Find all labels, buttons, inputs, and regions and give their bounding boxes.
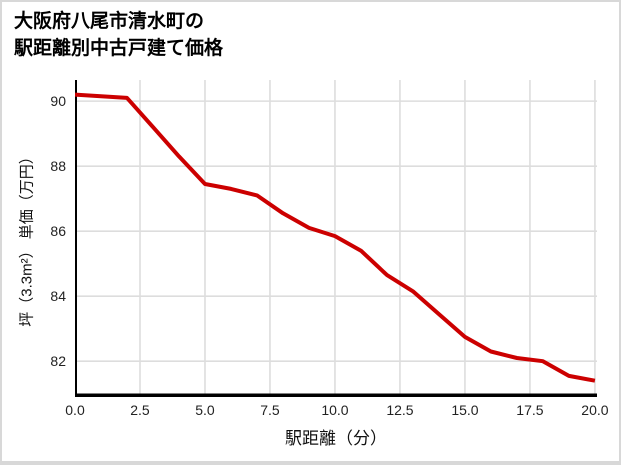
x-tick-label-10.0: 10.0 (321, 402, 349, 418)
x-tick-label-7.5: 7.5 (260, 402, 280, 418)
plot-area (75, 80, 597, 397)
y-tick-label-88: 88 (50, 158, 66, 175)
x-tick-label-15.0: 15.0 (451, 402, 479, 418)
x-tick-label-12.5: 12.5 (386, 402, 414, 418)
x-tick-label-5.0: 5.0 (195, 402, 215, 418)
x-tick-label-17.5: 17.5 (516, 402, 544, 418)
x-tick-label-0.0: 0.0 (65, 402, 85, 418)
y-tick-label-82: 82 (50, 353, 66, 370)
chart-title-line-1: 大阪府八尾市清水町の (14, 11, 205, 32)
y-tick-label-90: 90 (50, 93, 66, 110)
chart-title: 大阪府八尾市清水町の 駅距離別中古戸建て価格 (14, 8, 223, 62)
y-tick-label-86: 86 (50, 223, 66, 240)
x-tick-label-2.5: 2.5 (130, 402, 150, 418)
x-tick-label-20.0: 20.0 (581, 402, 609, 418)
y-tick-label-84: 84 (50, 288, 66, 305)
x-axis-title: 駅距離（分） (285, 429, 387, 448)
price-line (75, 92, 596, 383)
chart-title-line-2: 駅距離別中古戸建て価格 (14, 38, 224, 59)
